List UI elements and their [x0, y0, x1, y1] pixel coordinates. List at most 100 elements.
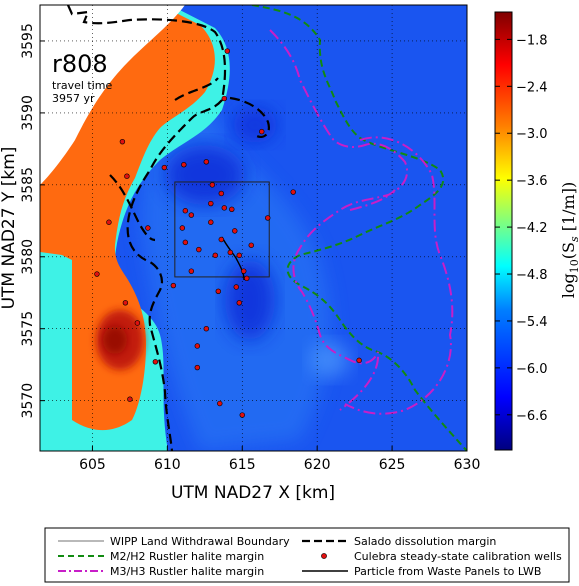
calibration-well: [221, 205, 227, 211]
legend-item: M3/H3 Rustler halite margin: [58, 565, 264, 578]
colorbar-tick-label: −6.6: [516, 409, 548, 424]
calibration-well: [227, 249, 233, 256]
calibration-well: [232, 228, 238, 234]
no-data-region: [40, 5, 185, 185]
legend: WIPP Land Withdrawal Boundary Salado diss…: [58, 535, 562, 578]
red-core-center: [103, 326, 127, 354]
calibration-well: [179, 225, 186, 231]
y-tick-label: 3585: [20, 167, 36, 203]
colorbar-label: log10(Ss [1/m]): [559, 182, 579, 298]
colorbar-tick-label: −3.6: [516, 174, 548, 189]
x-tick-label: 605: [79, 457, 106, 473]
legend-item: Salado dissolution margin: [302, 535, 496, 548]
calibration-well: [239, 412, 245, 418]
travel-time-label: travel time: [52, 79, 112, 92]
calibration-well: [194, 364, 201, 371]
m2h2-margin: [251, 5, 467, 451]
y-axis-label: UTM NAD27 Y [km]: [0, 147, 19, 310]
legend-label: M2/H2 Rustler halite margin: [110, 550, 264, 563]
deep-blue-patch: [225, 260, 275, 340]
calibration-well: [122, 300, 129, 306]
colorbar-tick-label: −2.4: [516, 80, 548, 95]
travel-time-value: 3957 yr: [52, 92, 95, 105]
calibration-well: [356, 357, 362, 364]
calibration-well: [145, 225, 151, 231]
calibration-well: [182, 208, 189, 214]
legend-box: [44, 527, 570, 583]
legend-label: Culebra steady-state calibration wells: [354, 550, 562, 563]
calibration-well: [259, 128, 265, 135]
calibration-well: [218, 236, 224, 243]
calibration-well: [182, 239, 189, 246]
calibration-well: [248, 242, 254, 248]
y-tick-label: 3595: [20, 23, 36, 59]
x-tick-label: 615: [229, 457, 256, 473]
x-tick-label: 630: [454, 457, 481, 473]
calibration-well: [209, 182, 215, 188]
calibration-well: [265, 215, 271, 221]
colorbar-ticks: −1.8 −2.4 −3.0 −3.6 −4.2 −4.8 −5.4 −6.0 −6.6: [495, 33, 548, 424]
colorbar-tick-label: −6.0: [516, 362, 548, 377]
y-tick-label: 3570: [20, 383, 36, 419]
calibration-well: [229, 206, 235, 212]
legend-label: M3/H3 Rustler halite margin: [110, 565, 264, 578]
colorbar-tick-label: −1.8: [516, 33, 548, 48]
legend-item: Culebra steady-state calibration wells: [321, 550, 562, 563]
m3h3-margin: [269, 29, 408, 411]
calibration-well: [203, 326, 210, 332]
calibration-well: [218, 190, 224, 197]
calibration-well: [241, 268, 247, 274]
calibration-well: [290, 189, 296, 195]
salado-margin-loop: [109, 174, 156, 242]
deep-blue-patch: [165, 145, 245, 205]
y-tick-label: 3580: [20, 239, 36, 275]
x-tick-label: 610: [154, 457, 181, 473]
run-id: r808: [52, 50, 108, 78]
y-tick-label: 3590: [20, 95, 36, 131]
calibration-well: [221, 95, 227, 102]
salado-margin-west: [66, 5, 227, 451]
calibration-well: [152, 359, 159, 365]
calibration-well: [224, 48, 230, 54]
wipp-boundary: [174, 181, 270, 278]
colorbar-tick-label: −4.8: [516, 268, 548, 283]
legend-label: Salado dissolution margin: [354, 535, 496, 548]
calibration-well: [188, 268, 195, 274]
x-tick-label: 620: [304, 457, 331, 473]
y-tick-label: 3575: [20, 311, 36, 347]
colorbar-tick-label: −3.0: [516, 127, 548, 142]
deep-blue-patch: [233, 107, 277, 143]
x-tick-label: 625: [379, 457, 406, 473]
calibration-well: [217, 400, 223, 407]
calibration-well: [215, 288, 221, 295]
calibration-well: [119, 138, 126, 145]
map-field: [40, 5, 467, 451]
colorbar-tick-label: −4.2: [516, 221, 548, 236]
calibration-well: [233, 284, 239, 290]
calibration-well: [134, 320, 141, 326]
calibration-well: [244, 275, 250, 282]
calibration-well: [208, 219, 214, 225]
calibration-well: [208, 200, 214, 207]
salado-margin-inner: [174, 77, 219, 101]
colorbar-tick-label: −5.4: [516, 315, 548, 330]
calibration-well: [212, 252, 218, 259]
calibration-well: [127, 396, 133, 402]
calibration-well: [106, 219, 112, 225]
calibration-well: [236, 300, 242, 306]
legend-label: Particle from Waste Panels to LWB: [354, 565, 541, 578]
calibration-well: [124, 173, 130, 179]
calibration-well: [203, 159, 210, 165]
m3h3-margin-inner: [349, 189, 396, 211]
calibration-well: [194, 343, 201, 349]
calibration-well: [94, 271, 100, 277]
legend-item: WIPP Land Withdrawal Boundary: [58, 535, 290, 548]
colorbar: [494, 11, 513, 451]
calibration-well: [188, 212, 195, 218]
light-blue-patch: [310, 342, 350, 378]
calibration-well: [236, 252, 242, 259]
legend-item: Particle from Waste Panels to LWB: [302, 565, 541, 578]
x-axis-label: UTM NAD27 X [km]: [171, 483, 335, 503]
plot-frame: [39, 4, 468, 452]
